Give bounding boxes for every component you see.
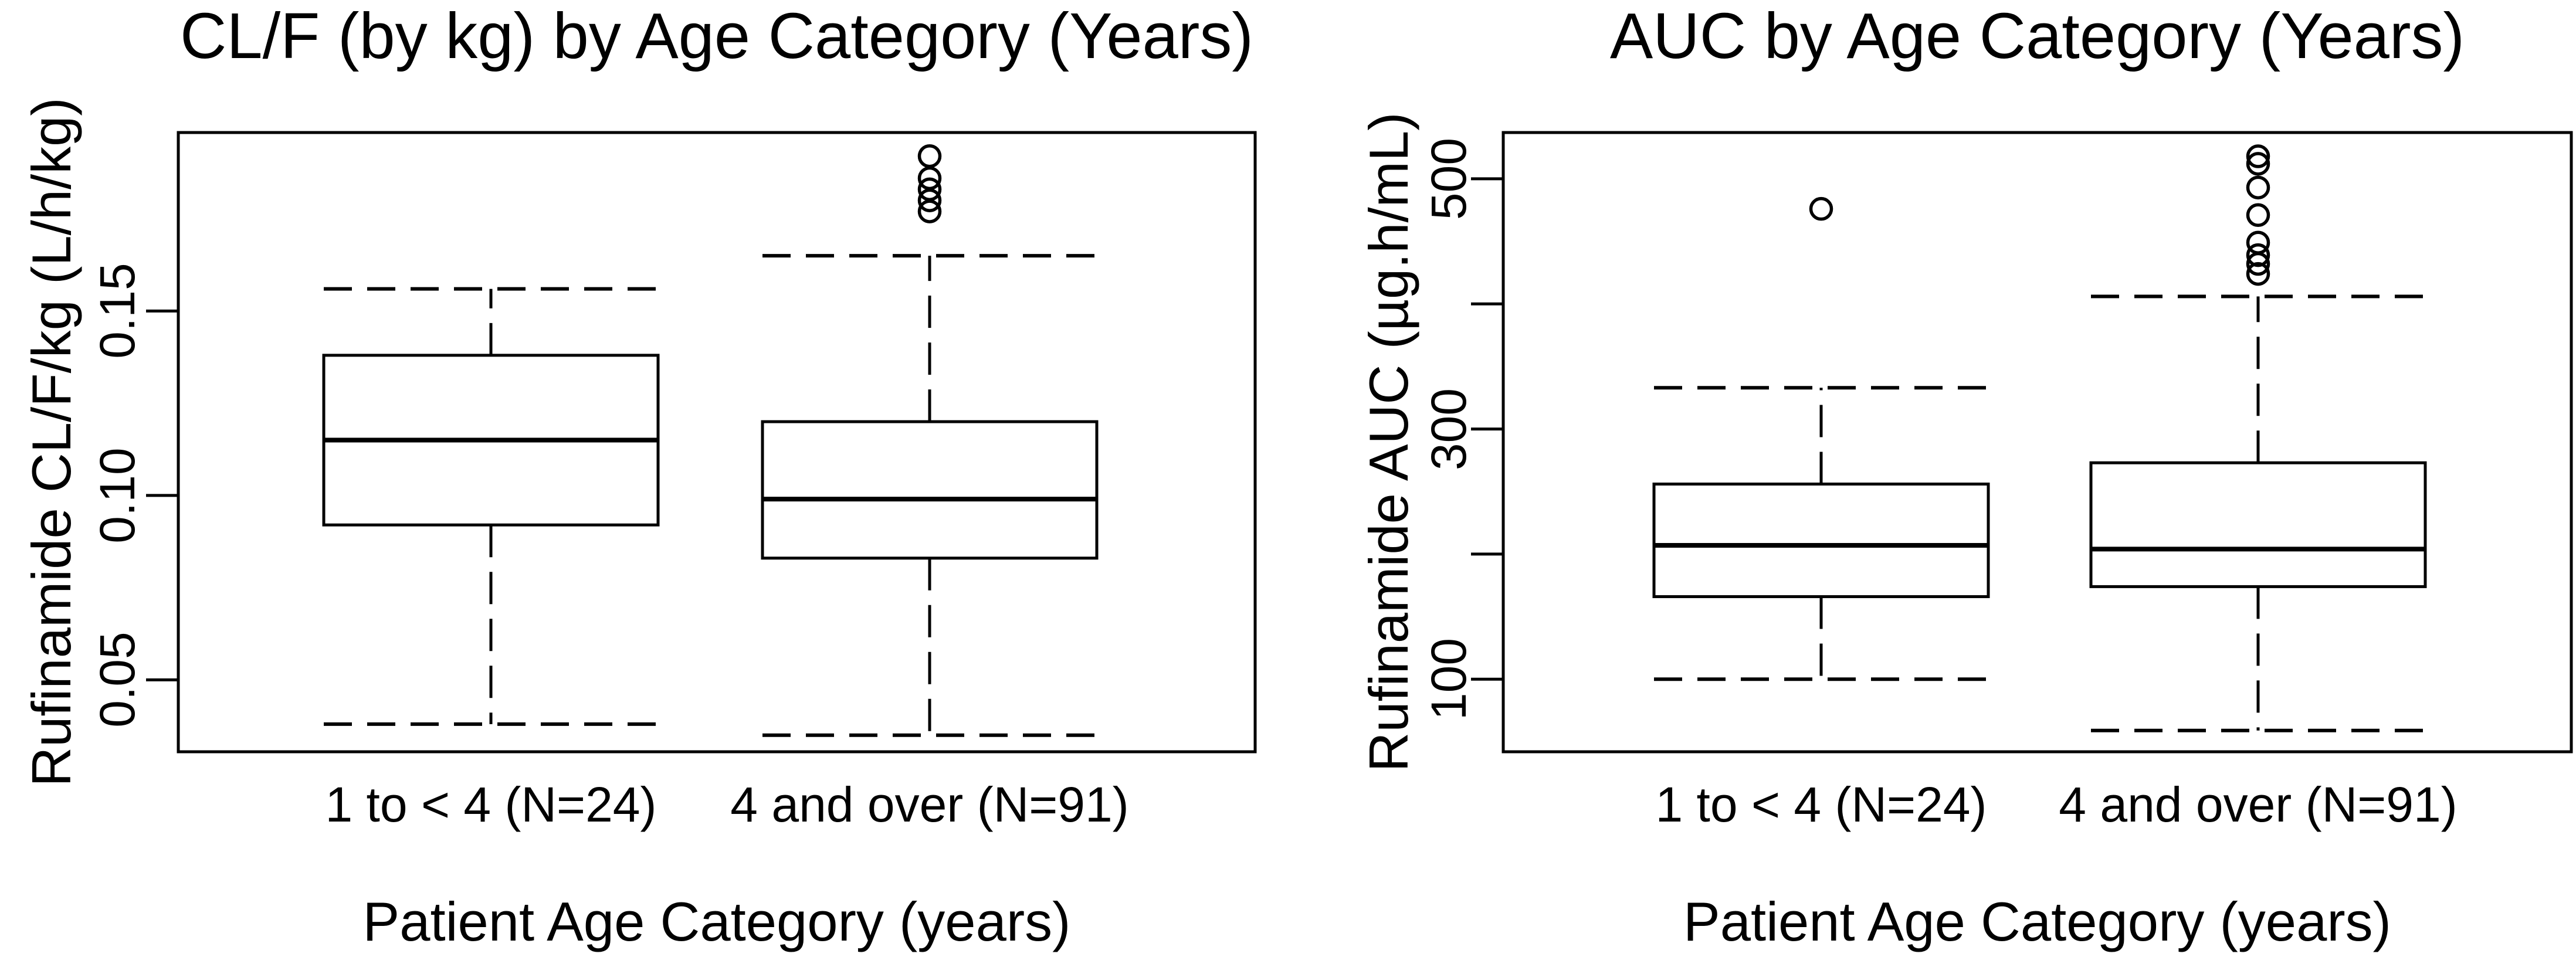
outlier-point — [917, 177, 942, 202]
auc-title: AUC by Age Category (Years) — [1609, 0, 2465, 72]
clf-category-label-1: 1 to < 4 (N=24) — [325, 777, 657, 832]
auc-category-label-1: 1 to < 4 (N=24) — [1655, 777, 1987, 832]
outlier-point — [2246, 152, 2270, 176]
outlier-point — [917, 144, 942, 168]
outlier-point — [1809, 196, 1833, 221]
clf-y-axis-label: Rufinamide CL/F/kg (L/h/kg) — [21, 97, 82, 787]
outlier-point — [2246, 203, 2270, 228]
iqr-box — [2089, 461, 2427, 588]
plot-frame — [1501, 131, 2573, 754]
y-tick-label: 0.10 — [90, 447, 145, 544]
auc-y-axis-label: Rufinamide AUC (µg.h/mL) — [1358, 112, 1419, 772]
outlier-point — [2246, 144, 2270, 168]
y-tick-label: 100 — [1421, 638, 1476, 721]
y-tick-label: 300 — [1421, 388, 1476, 470]
auc-category-label-2: 4 and over (N=91) — [2059, 777, 2458, 832]
plot-frame — [177, 131, 1257, 754]
outlier-point — [2246, 175, 2270, 200]
outlier-point — [2246, 243, 2270, 267]
outlier-point — [2246, 262, 2270, 286]
iqr-box — [1652, 482, 1990, 598]
clf-x-axis-label: Patient Age Category (years) — [362, 891, 1071, 952]
clf-category-label-2: 4 and over (N=91) — [730, 777, 1129, 832]
outlier-point — [2246, 230, 2270, 254]
y-tick-label: 500 — [1421, 137, 1476, 220]
auc-x-axis-label: Patient Age Category (years) — [1683, 891, 2391, 952]
y-tick-label: 0.05 — [90, 632, 145, 728]
iqr-box — [761, 420, 1099, 560]
clf-title: CL/F (by kg) by Age Category (Years) — [179, 0, 1254, 72]
y-tick-label: 0.15 — [90, 263, 145, 359]
